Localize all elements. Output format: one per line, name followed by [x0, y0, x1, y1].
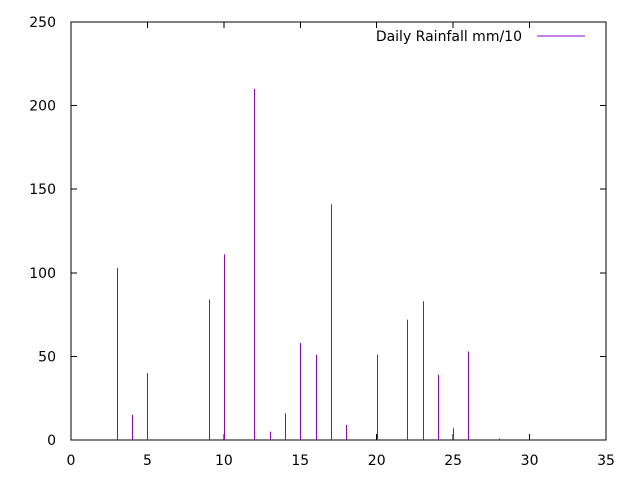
rainfall-bars	[117, 88, 500, 440]
y-tick-label: 200	[29, 99, 56, 115]
y-tick-label: 250	[29, 15, 56, 31]
axis-tick-labels: 0 5 10 15 20 25 30 35 0 50 100 150 200 250	[29, 15, 615, 469]
x-tick-label: 10	[215, 453, 233, 469]
x-tick-label: 25	[444, 453, 462, 469]
legend: Daily Rainfall mm/10	[376, 29, 585, 45]
legend-label: Daily Rainfall mm/10	[376, 29, 522, 45]
x-tick-label: 15	[291, 453, 309, 469]
x-tick-label: 30	[521, 453, 539, 469]
y-tick-label: 150	[29, 182, 56, 198]
x-tick-label: 5	[143, 453, 152, 469]
x-tick-label: 35	[597, 453, 615, 469]
x-tick-label: 0	[67, 453, 76, 469]
axes	[70, 21, 607, 441]
axis-ticks	[70, 21, 607, 441]
plot-frame	[70, 21, 607, 441]
x-tick-label: 20	[368, 453, 386, 469]
y-tick-label: 0	[47, 433, 56, 449]
y-tick-label: 50	[38, 349, 56, 365]
y-tick-label: 100	[29, 266, 56, 282]
